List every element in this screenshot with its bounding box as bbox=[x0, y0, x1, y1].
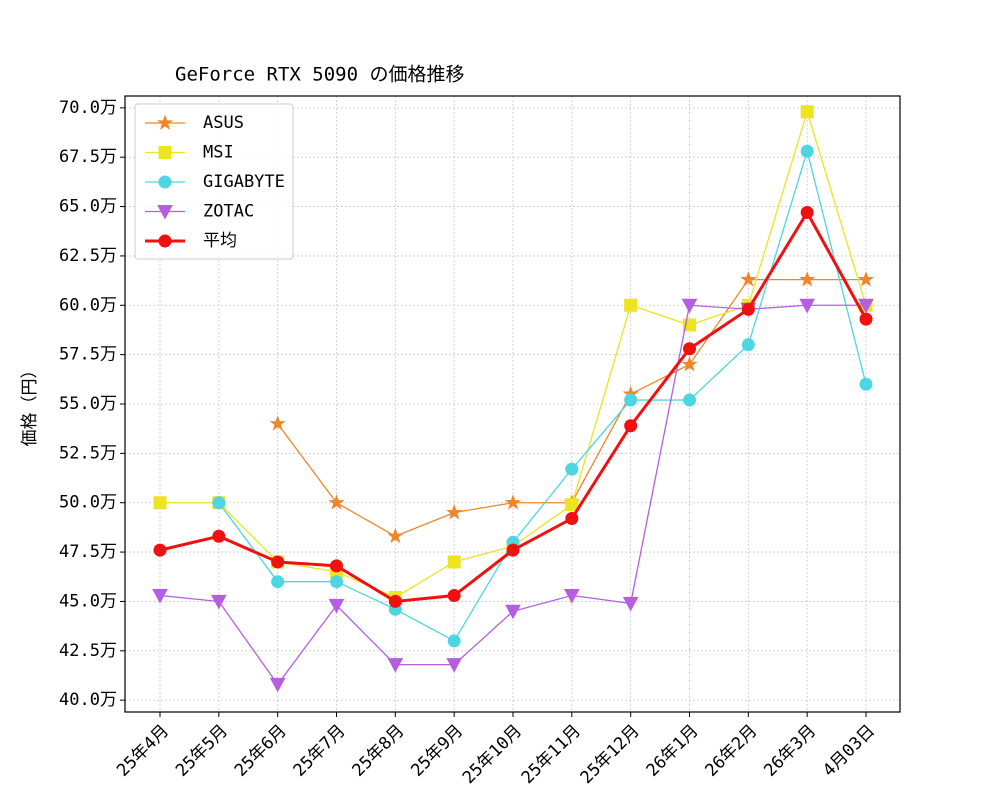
marker bbox=[152, 589, 168, 604]
marker bbox=[447, 634, 461, 648]
y-tick-label: 50.0万 bbox=[59, 493, 117, 513]
marker bbox=[446, 504, 463, 520]
y-tick-label: 67.5万 bbox=[59, 147, 117, 167]
y-tick-label: 42.5万 bbox=[59, 641, 117, 661]
chart-title: GeForce RTX 5090 の価格推移 bbox=[175, 64, 464, 86]
marker bbox=[153, 543, 167, 557]
marker bbox=[505, 604, 521, 620]
marker bbox=[683, 393, 696, 407]
marker bbox=[212, 496, 226, 510]
legend: ASUS MSI GIGABYTE ZOTAC 平均 bbox=[134, 103, 294, 260]
marker bbox=[447, 589, 461, 603]
marker bbox=[212, 529, 226, 543]
marker bbox=[624, 393, 638, 407]
marker bbox=[563, 589, 580, 604]
series-line bbox=[218, 148, 867, 642]
plot-frame bbox=[124, 95, 901, 713]
legend-label: ASUS bbox=[203, 113, 244, 133]
legend-label: GIGABYTE bbox=[203, 172, 285, 192]
legend-label: 平均 bbox=[203, 231, 237, 251]
legend-box bbox=[134, 103, 294, 260]
y-tick-label: 65.0万 bbox=[59, 197, 117, 217]
y-tick-label: 62.5万 bbox=[59, 246, 117, 266]
marker bbox=[859, 377, 873, 391]
marker bbox=[447, 555, 461, 569]
marker bbox=[740, 271, 757, 287]
marker bbox=[328, 598, 345, 614]
marker bbox=[504, 494, 522, 510]
marker bbox=[388, 594, 402, 608]
y-tick-label: 70.0万 bbox=[59, 98, 117, 118]
marker bbox=[269, 677, 286, 693]
y-tick-label: 57.5万 bbox=[59, 345, 117, 365]
marker bbox=[565, 512, 579, 526]
legend-label: ZOTAC bbox=[203, 202, 254, 222]
legend-label: MSI bbox=[203, 143, 234, 163]
y-tick-label: 45.0万 bbox=[59, 591, 117, 611]
marker bbox=[799, 271, 816, 287]
marker bbox=[800, 205, 814, 219]
marker bbox=[624, 419, 638, 433]
legend-marker bbox=[158, 146, 172, 159]
marker bbox=[624, 298, 638, 312]
y-tick-label: 52.5万 bbox=[59, 443, 117, 463]
marker bbox=[800, 144, 814, 158]
marker bbox=[387, 527, 404, 544]
marker bbox=[330, 575, 343, 589]
marker bbox=[683, 342, 696, 356]
legend-marker bbox=[158, 175, 172, 189]
marker bbox=[269, 415, 286, 431]
legend-marker bbox=[158, 234, 172, 248]
y-tick-label: 47.5万 bbox=[59, 542, 117, 562]
y-tick-label: 60.0万 bbox=[59, 295, 117, 315]
marker bbox=[741, 338, 755, 352]
marker bbox=[859, 312, 873, 326]
legend-marker bbox=[157, 205, 173, 220]
marker bbox=[858, 298, 874, 314]
marker bbox=[857, 271, 875, 287]
marker bbox=[741, 302, 755, 316]
marker bbox=[565, 498, 579, 512]
marker bbox=[387, 658, 404, 673]
marker bbox=[446, 658, 463, 673]
legend-marker bbox=[156, 114, 174, 130]
y-axis-label: 価格（円） bbox=[20, 362, 40, 447]
marker bbox=[622, 596, 639, 612]
marker bbox=[506, 543, 520, 557]
marker bbox=[271, 575, 285, 589]
y-tick-label: 40.0万 bbox=[59, 690, 117, 710]
marker bbox=[330, 559, 343, 573]
marker bbox=[153, 496, 167, 510]
marker bbox=[565, 462, 579, 476]
marker bbox=[799, 298, 816, 314]
marker bbox=[800, 105, 814, 119]
marker bbox=[271, 555, 285, 569]
marker bbox=[681, 355, 698, 372]
marker bbox=[328, 494, 345, 510]
marker bbox=[210, 594, 227, 610]
marker bbox=[681, 298, 698, 314]
y-tick-label: 55.0万 bbox=[59, 394, 117, 414]
